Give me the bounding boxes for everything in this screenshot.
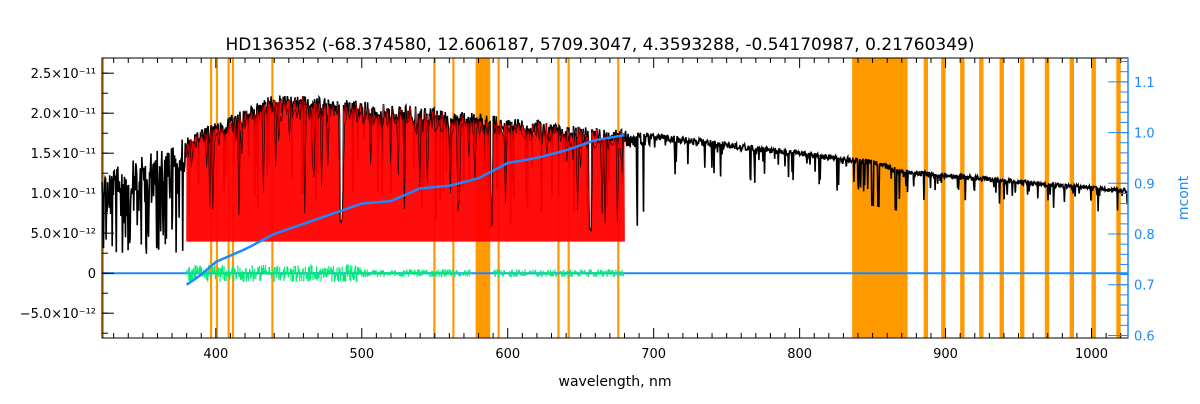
masked-band	[1091, 58, 1096, 338]
mcont-curve	[185, 133, 625, 286]
right-y-tick-label: 0.8	[1134, 228, 1155, 243]
masked-band	[1044, 58, 1050, 338]
masked-band	[923, 58, 929, 338]
x-tick-label: 900	[933, 347, 958, 362]
observed-over-model-line	[186, 97, 624, 232]
y-tick-label: 2.5×10⁻¹¹	[31, 67, 96, 82]
chart-title: HD136352 (-68.374580, 12.606187, 5709.30…	[226, 35, 975, 55]
x-tick-label: 700	[641, 347, 666, 362]
masked-band	[852, 58, 908, 338]
model-spectrum-fill	[186, 96, 625, 242]
y-tick-label: 1.5×10⁻¹¹	[31, 147, 96, 162]
x-tick-label: 800	[787, 347, 812, 362]
right-y-tick-label: 0.7	[1134, 279, 1155, 294]
masked-band	[941, 58, 946, 338]
right-y-tick-label: 1.0	[1134, 127, 1155, 142]
masked-band	[1020, 58, 1025, 338]
x-tick-label: 600	[495, 347, 520, 362]
y-tick-label: 5.0×10⁻¹²	[31, 227, 96, 242]
masked-band	[999, 58, 1004, 338]
masked-band	[1069, 58, 1074, 338]
y-tick-label: 2.0×10⁻¹¹	[31, 107, 96, 122]
y-tick-label: 0	[88, 267, 96, 282]
y-tick-label: 1.0×10⁻¹¹	[31, 187, 96, 202]
right-axis-label: mcont	[1176, 175, 1192, 220]
x-tick-label: 1000	[1075, 347, 1108, 362]
right-y-tick-label: 0.9	[1134, 177, 1155, 192]
x-axis-label: wavelength, nm	[559, 374, 672, 390]
y-tick-label: −5.0×10⁻¹²	[20, 307, 96, 322]
x-tick-label: 400	[203, 347, 228, 362]
right-y-tick-label: 1.1	[1134, 76, 1155, 91]
masked-band	[979, 58, 984, 338]
right-y-tick-label: 0.6	[1134, 329, 1155, 344]
x-tick-label: 500	[349, 347, 374, 362]
observed-spectrum-line	[101, 94, 1129, 254]
masked-band	[960, 58, 965, 338]
